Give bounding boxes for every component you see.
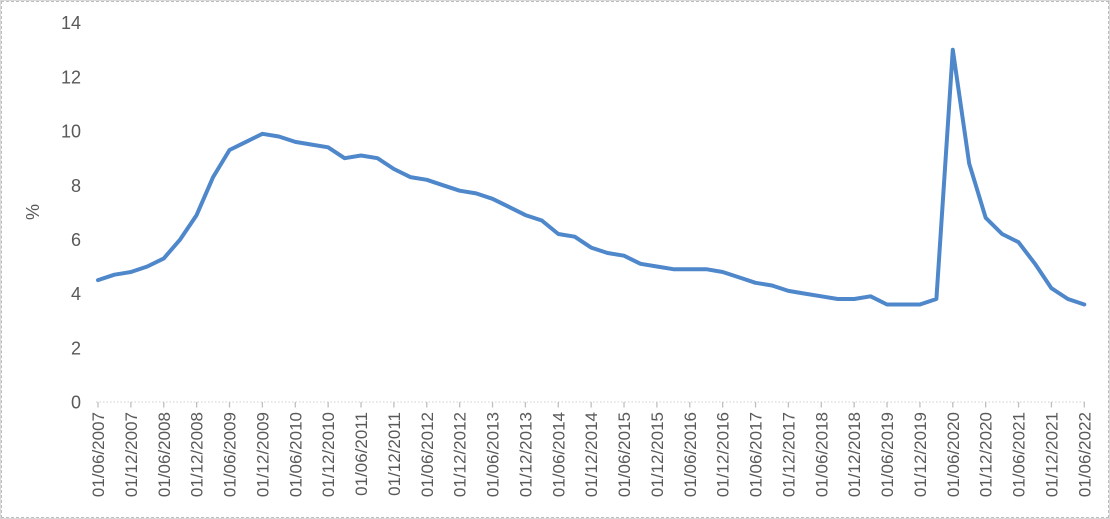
x-tick-label: 01/12/2009 (253, 412, 272, 497)
y-tick-label: 2 (71, 338, 81, 358)
x-tick-label: 01/12/2014 (582, 412, 601, 497)
data-series (96, 47, 1087, 307)
x-tick-label: 01/06/2016 (681, 412, 700, 497)
x-tick-label: 01/06/2012 (418, 412, 437, 497)
x-tick-label: 01/06/2017 (747, 412, 766, 497)
x-tick-label: 01/06/2010 (286, 412, 305, 497)
x-tick-label: 01/06/2007 (89, 412, 108, 497)
x-tick-label: 01/06/2018 (812, 412, 831, 497)
x-tick-label: 01/12/2008 (188, 412, 207, 497)
x-tick-label: 01/06/2021 (1010, 412, 1029, 497)
x-tick-label: 01/12/2007 (122, 412, 141, 497)
x-tick-label: 01/06/2011 (352, 412, 371, 496)
x-tick-label: 01/12/2012 (451, 412, 470, 497)
x-tick-label: 01/06/2008 (155, 412, 174, 497)
x-tick-label: 01/06/2015 (615, 412, 634, 497)
y-tick-label: 0 (71, 393, 81, 413)
x-tick-label: 01/06/2022 (1075, 412, 1094, 497)
x-tick-label: 01/12/2021 (1042, 412, 1061, 497)
y-tick-label: 8 (71, 176, 81, 196)
y-tick-label: 4 (71, 284, 81, 304)
x-tick-labels: 01/06/2007 01/12/2007 01/06/2008 01/12/2008… (89, 412, 1094, 497)
y-tick-label: 14 (61, 13, 81, 33)
x-tick-label: 01/12/2018 (845, 412, 864, 497)
y-tick-label: 10 (61, 122, 81, 142)
x-tick-marks (97, 402, 1085, 408)
x-tick-label: 01/06/2014 (549, 412, 568, 497)
x-tick-label: 01/12/2017 (779, 412, 798, 497)
y-axis-title: % (23, 204, 43, 220)
y-tick-label: 12 (61, 67, 81, 87)
y-tick-labels: 0 2 4 6 8 10 12 14 (61, 13, 81, 412)
x-tick-label: 01/12/2016 (714, 412, 733, 497)
x-tick-label: 01/12/2019 (911, 412, 930, 497)
x-tick-label: 01/06/2009 (221, 412, 240, 497)
x-tick-label: 01/12/2011 (385, 412, 404, 496)
x-tick-label: 01/06/2013 (484, 412, 503, 497)
series-line (96, 47, 1087, 307)
x-tick-label: 01/12/2015 (648, 412, 667, 497)
x-tick-label: 01/12/2020 (977, 412, 996, 497)
x-tick-label: 01/06/2020 (944, 412, 963, 497)
x-tick-label: 01/12/2010 (319, 412, 338, 497)
x-tick-label: 01/12/2013 (516, 412, 535, 497)
x-tick-label: 01/06/2019 (878, 412, 897, 497)
y-tick-label: 6 (71, 230, 81, 250)
